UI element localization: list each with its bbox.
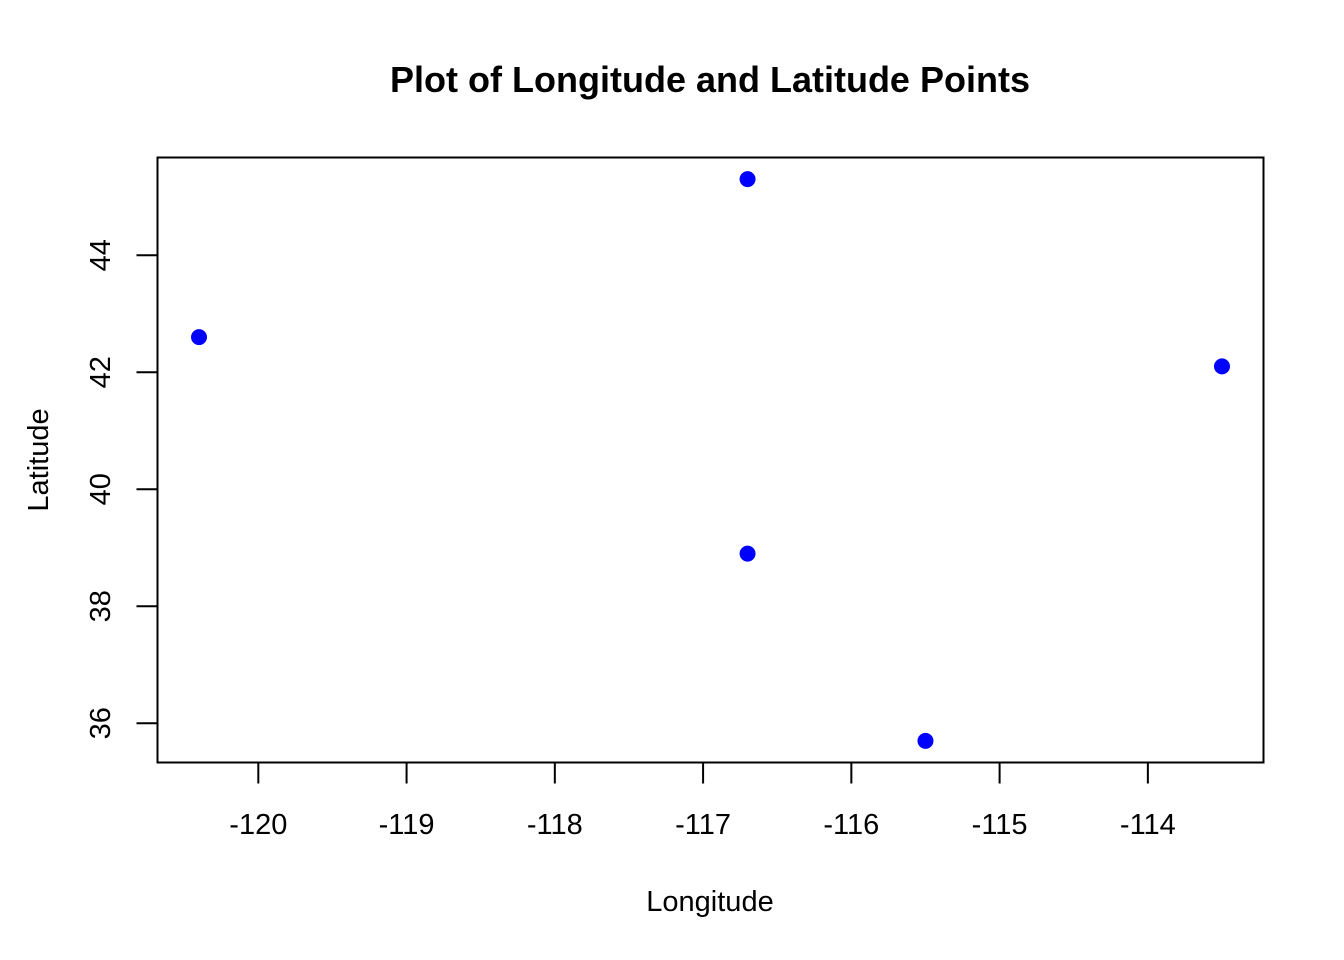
data-point	[1213, 358, 1230, 375]
x-tick-label: -119	[379, 809, 435, 841]
data-point	[917, 732, 934, 749]
y-tick-label: 38	[85, 590, 117, 622]
x-tick-label: -120	[229, 809, 287, 841]
x-axis-label: Longitude	[646, 886, 773, 918]
data-point	[191, 329, 208, 346]
y-axis: 36 38 40 42 44	[85, 239, 159, 739]
x-axis: -120 -119 -118 -117 -116 -115 -114	[229, 761, 1176, 841]
x-tick-label: -114	[1120, 809, 1176, 841]
y-axis-label: Latitude	[23, 408, 55, 511]
x-tick-label: -117	[675, 809, 731, 841]
y-tick-label: 44	[85, 239, 117, 271]
x-tick-label: -115	[972, 809, 1028, 841]
x-tick-label: -116	[823, 809, 879, 841]
plot-frame	[156, 156, 1265, 764]
y-tick-label: 40	[85, 473, 117, 505]
data-points	[191, 171, 1230, 749]
y-tick-label: 42	[85, 356, 117, 388]
data-point	[739, 171, 756, 188]
y-tick-label: 36	[85, 707, 117, 739]
chart-title: Plot of Longitude and Latitude Points	[390, 59, 1030, 100]
data-point	[739, 545, 756, 562]
x-tick-label: -118	[527, 809, 583, 841]
